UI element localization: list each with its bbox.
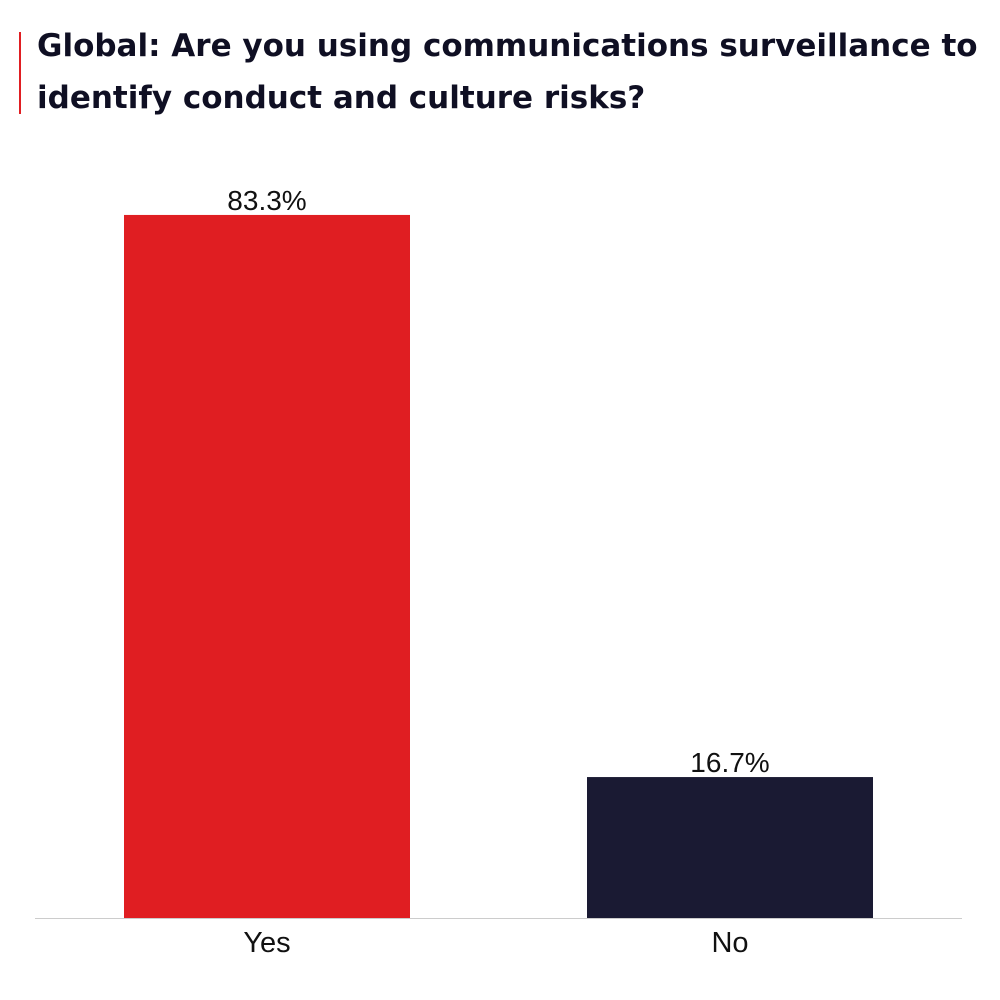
title-accent-bar [19, 32, 21, 114]
bar-yes [124, 214, 410, 918]
value-labels-group: 83.3% 16.7% [227, 185, 769, 778]
value-label-no: 16.7% [690, 747, 769, 778]
value-label-yes: 83.3% [227, 185, 306, 216]
bars-group [124, 214, 873, 918]
chart-title: Global: Are you using communications sur… [37, 28, 978, 116]
category-label-yes: Yes [243, 927, 290, 959]
category-label-no: No [711, 927, 748, 959]
category-labels-group: Yes No [243, 927, 748, 959]
bar-no [587, 777, 873, 918]
